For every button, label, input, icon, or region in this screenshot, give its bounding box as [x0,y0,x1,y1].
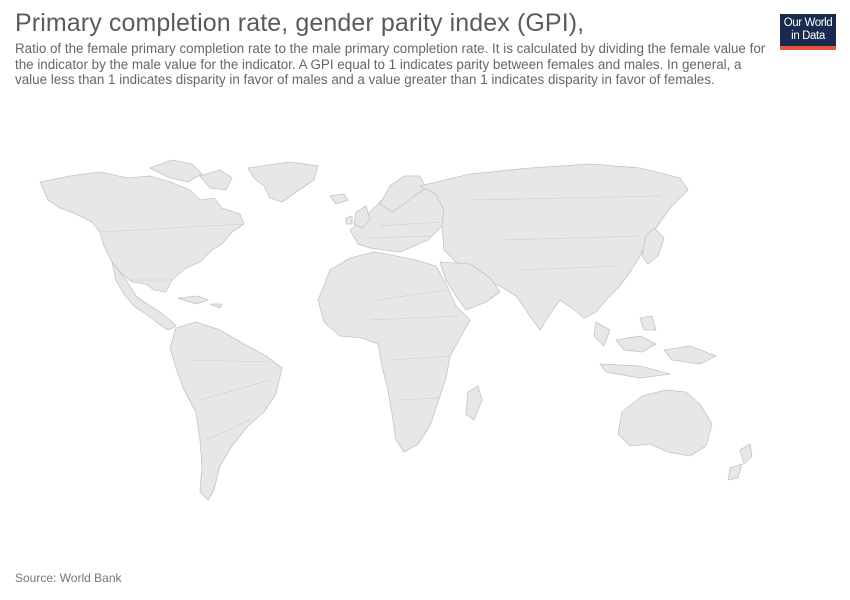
chart-title: Primary completion rate, gender parity i… [15,9,585,37]
asia[interactable] [419,163,689,331]
south-america[interactable] [169,321,283,501]
japan[interactable] [641,227,665,265]
australia[interactable] [617,389,713,457]
southeast-asia[interactable] [593,315,717,379]
owid-logo[interactable]: Our World in Data [780,14,836,50]
caribbean[interactable] [177,295,223,309]
greenland[interactable] [247,161,319,203]
world-map[interactable] [0,150,850,540]
madagascar[interactable] [465,385,483,421]
iceland[interactable] [329,193,349,205]
arctic-islands[interactable] [149,159,233,191]
logo-line-2: in Data [791,30,825,42]
country-borders [99,195,661,441]
logo-accent-bar [780,46,836,50]
logo-line-1: Our World [783,17,833,29]
africa[interactable] [317,251,471,453]
british-isles[interactable] [345,205,371,229]
source-note: Source: World Bank [15,571,122,585]
north-america[interactable] [39,171,245,293]
arabian-peninsula[interactable] [439,261,501,311]
central-america[interactable] [111,261,177,331]
chart-subtitle: Ratio of the female primary completion r… [15,41,766,88]
new-zealand[interactable] [727,443,753,481]
